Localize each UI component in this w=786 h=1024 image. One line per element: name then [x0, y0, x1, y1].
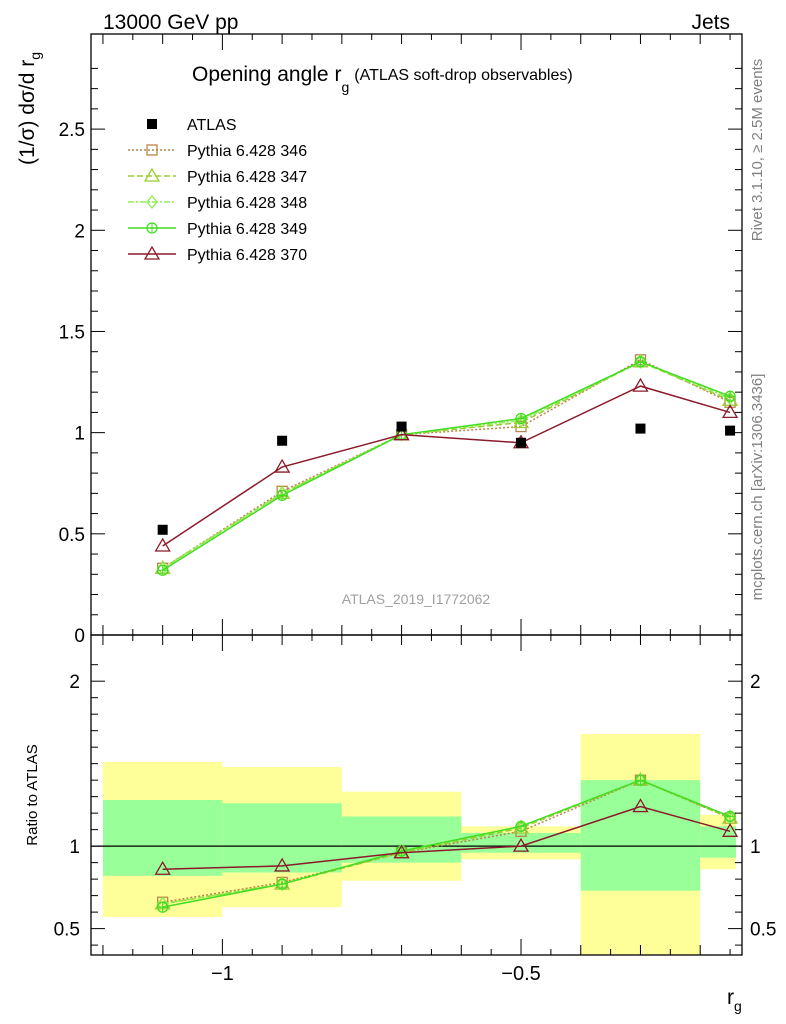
atlas-point-5	[725, 425, 736, 436]
legend-marker-0	[146, 144, 158, 156]
legend-marker-2	[146, 194, 158, 210]
header-left: 13000 GeV pp	[103, 11, 238, 34]
inner-band-bin	[102, 799, 223, 876]
legend-label-3: Pythia 6.428 349	[187, 221, 307, 238]
main-ytick-label: 0.5	[59, 525, 85, 546]
main-ytick-label: 0	[74, 626, 85, 647]
ratio-uncertainty-bands	[91, 733, 742, 955]
main-series-line-2	[162, 360, 731, 569]
ratio-series-point-4-5	[721, 822, 739, 837]
legend-item-1: Pythia 6.428 347	[128, 167, 307, 186]
atlas-point-3	[516, 437, 527, 448]
ratio-series-point-4-4	[632, 798, 649, 813]
ratio-series-point-4-0	[154, 860, 171, 875]
x-axis-label: rg	[727, 986, 742, 1014]
ratio-ytick-label-right: 1	[750, 837, 761, 858]
main-series-group	[154, 353, 739, 576]
main-ytick-label: 1.5	[59, 322, 85, 343]
x-axis-label-text: r	[727, 986, 734, 1009]
title-note: (ATLAS soft-drop observables)	[354, 67, 572, 84]
ratio-series-point-2-1	[276, 877, 288, 892]
main-series-line-4	[162, 385, 731, 547]
ratio-series-group	[154, 771, 739, 913]
ratio-series-line-0	[162, 779, 731, 903]
ratio-series-line-3	[162, 779, 731, 908]
main-series-point-4-5	[721, 404, 739, 419]
ratio-series-point-4-1	[273, 857, 291, 872]
main-series-0	[157, 354, 736, 574]
legend-marker-atlas	[147, 119, 157, 129]
main-series-1	[154, 353, 739, 574]
x-tick-label: −0.5	[501, 963, 540, 985]
main-ytick-label: 2.5	[59, 120, 85, 141]
main-ytick-label: 1	[74, 424, 85, 445]
axes-group: 0 0.5 1 1.5 2 2.5 0.5 0.5 1 1 2 2 −1 −0.5	[54, 33, 776, 985]
legend-label-2: Pythia 6.428 348	[187, 195, 307, 212]
ratio-series-line-4	[162, 805, 731, 870]
main-series-line-3	[162, 361, 731, 571]
mcplots-label: mcplots.cern.ch [arXiv:1306.3436]	[749, 374, 766, 601]
main-series-3	[157, 356, 736, 576]
legend-item-4: Pythia 6.428 370	[128, 245, 307, 264]
ratio-series-3	[157, 774, 736, 913]
ratio-ytick-label-right: 0.5	[750, 920, 776, 941]
legend-item-3: Pythia 6.428 349	[128, 221, 307, 238]
legend-label-4: Pythia 6.428 370	[187, 247, 307, 264]
ratio-series-point-2-4	[634, 773, 647, 788]
legend-label-0: Pythia 6.428 346	[187, 143, 307, 160]
atlas-point-1	[277, 435, 288, 446]
ratio-frame	[90, 634, 743, 956]
legend-marker-4	[143, 245, 161, 260]
ratio-series-point-4-2	[393, 844, 410, 859]
legend: ATLAS Pythia 6.428 346 Pythia 6.428 347 Pyt…	[128, 117, 307, 264]
ratio-ytick-label: 2	[69, 672, 80, 693]
legend-item-2: Pythia 6.428 348	[128, 194, 307, 212]
main-series-point-4-4	[632, 377, 649, 392]
main-series-point-4-0	[154, 537, 171, 552]
main-y-label: (1/σ) dσ/d rg	[16, 52, 43, 165]
rivet-label: Rivet 3.1.10, ≥ 2.5M events	[749, 59, 766, 242]
ratio-ytick-label: 1	[69, 837, 80, 858]
title-main: Opening angle r	[192, 63, 341, 86]
legend-item-0: Pythia 6.428 346	[128, 143, 307, 160]
ratio-series-point-4-3	[512, 837, 530, 852]
legend-label-atlas: ATLAS	[187, 117, 237, 134]
atlas-point-0	[157, 524, 168, 535]
ratio-series-4	[154, 798, 739, 875]
main-series-4	[154, 377, 739, 552]
main-series-point-4-2	[393, 426, 410, 441]
ratio-y-label: Ratio to ATLAS	[24, 744, 41, 845]
x-axis-label-subscript: g	[734, 998, 742, 1014]
ratio-ytick-label: 0.5	[54, 920, 80, 941]
atlas-data-points	[157, 421, 736, 535]
atlas-point-4	[635, 423, 646, 434]
main-series-line-1	[162, 360, 731, 569]
inner-band-bin	[700, 826, 737, 858]
analysis-watermark: ATLAS_2019_I1772062	[342, 591, 491, 607]
main-title: Opening angle rg (ATLAS soft-drop observa…	[192, 63, 573, 95]
inner-band-bin	[222, 803, 342, 873]
main-ytick-label: 2	[74, 221, 85, 242]
ratio-ytick-label-right: 2	[750, 672, 761, 693]
legend-marker-1	[143, 167, 161, 182]
legend-item-atlas: ATLAS	[147, 117, 237, 134]
legend-label-1: Pythia 6.428 347	[187, 169, 307, 186]
main-y-label-subscript: g	[27, 52, 43, 60]
main-series-point-2-4	[634, 354, 647, 369]
x-tick-label: −1	[211, 963, 234, 985]
header-right: Jets	[691, 11, 730, 34]
main-y-label-text: (1/σ) dσ/d r	[16, 60, 39, 165]
title-subscript: g	[341, 79, 349, 95]
atlas-point-2	[396, 421, 407, 432]
main-series-point-4-1	[273, 458, 291, 473]
